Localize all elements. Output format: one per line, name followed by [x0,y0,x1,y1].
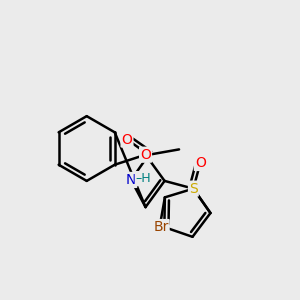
Text: Br: Br [153,220,169,234]
Text: N: N [126,173,136,187]
Text: O: O [140,148,151,162]
Text: –H: –H [136,172,151,185]
Text: O: O [122,133,132,146]
Text: S: S [189,182,198,196]
Text: O: O [195,156,206,170]
